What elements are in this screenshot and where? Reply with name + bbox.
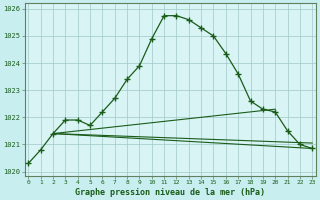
X-axis label: Graphe pression niveau de la mer (hPa): Graphe pression niveau de la mer (hPa)	[75, 188, 265, 197]
